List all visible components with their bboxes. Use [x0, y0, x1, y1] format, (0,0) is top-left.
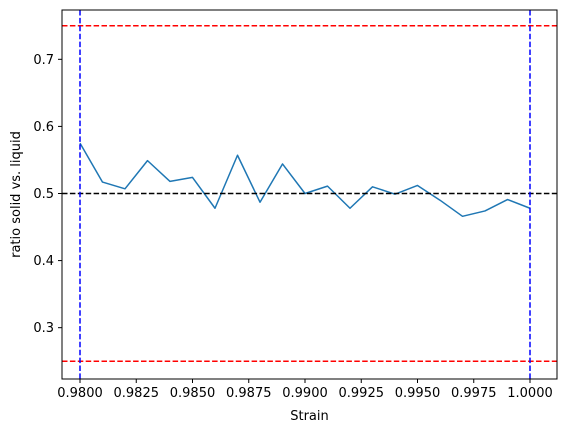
axes-frame	[61, 9, 558, 380]
y-tick-label: 0.6	[33, 120, 54, 135]
x-tick-label: 0.9975	[451, 386, 497, 401]
x-tick-label: 0.9925	[339, 386, 385, 401]
series-line-0	[79, 142, 531, 218]
x-tick-label: 0.9825	[114, 386, 160, 401]
plot-area	[62, 10, 557, 379]
x-tick-label: 0.9900	[282, 386, 328, 401]
x-axis: 0.9800 0.9825 0.9850 0.9875 0.9900 0.9925 0.99…	[57, 379, 553, 401]
y-axis-label: ratio solid vs. liquid	[9, 131, 24, 258]
y-tick-label: 0.3	[33, 321, 54, 336]
y-tick-label: 0.4	[33, 254, 54, 269]
x-tick-label: 0.9875	[226, 386, 272, 401]
x-axis-label: Strain	[290, 409, 329, 424]
x-tick-label: 0.9800	[57, 386, 103, 401]
y-tick-label: 0.7	[33, 53, 54, 68]
y-tick-label: 0.5	[33, 187, 54, 202]
x-tick-label: 1.0000	[507, 386, 553, 401]
x-tick-label: 0.9850	[170, 386, 216, 401]
x-tick-label: 0.9950	[395, 386, 441, 401]
y-axis: 0.3 0.4 0.5 0.6 0.7	[33, 53, 62, 336]
